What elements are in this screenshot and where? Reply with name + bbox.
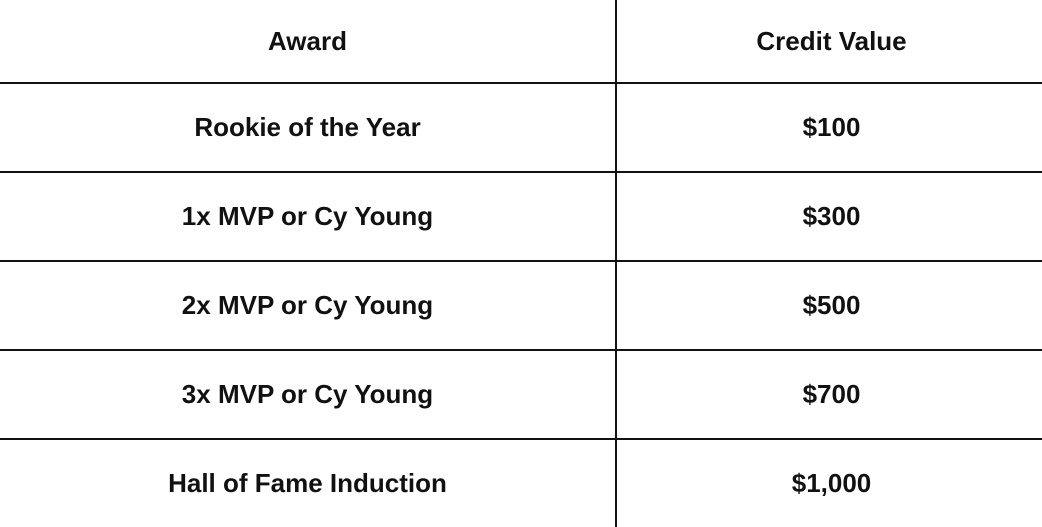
award-cell: 2x MVP or Cy Young — [0, 260, 617, 350]
award-cell: 3x MVP or Cy Young — [0, 349, 617, 439]
award-cell: 1x MVP or Cy Young — [0, 171, 617, 261]
credit-value-cell: $100 — [616, 82, 1042, 172]
header-row: Award Credit Value — [0, 0, 1042, 83]
award-cell: Hall of Fame Induction — [0, 438, 617, 527]
header-credit-value: Credit Value — [756, 25, 907, 56]
header-award: Award — [0, 0, 617, 83]
credit-value-cell: $300 — [616, 171, 1042, 261]
table-row: 2x MVP or Cy Young $500 — [0, 260, 1042, 350]
credit-value-cell: $700 — [616, 349, 1042, 439]
credit-value-cell: $500 — [616, 260, 1042, 350]
table-row: Rookie of the Year $100 — [0, 82, 1042, 172]
table-row: 3x MVP or Cy Young $700 — [0, 349, 1042, 439]
table-row: Hall of Fame Induction $1,000 — [0, 438, 1042, 527]
award-cell: Rookie of the Year — [0, 82, 617, 172]
table-row: 1x MVP or Cy Young $300 — [0, 171, 1042, 261]
credit-value-cell: $1,000 — [616, 438, 1042, 527]
